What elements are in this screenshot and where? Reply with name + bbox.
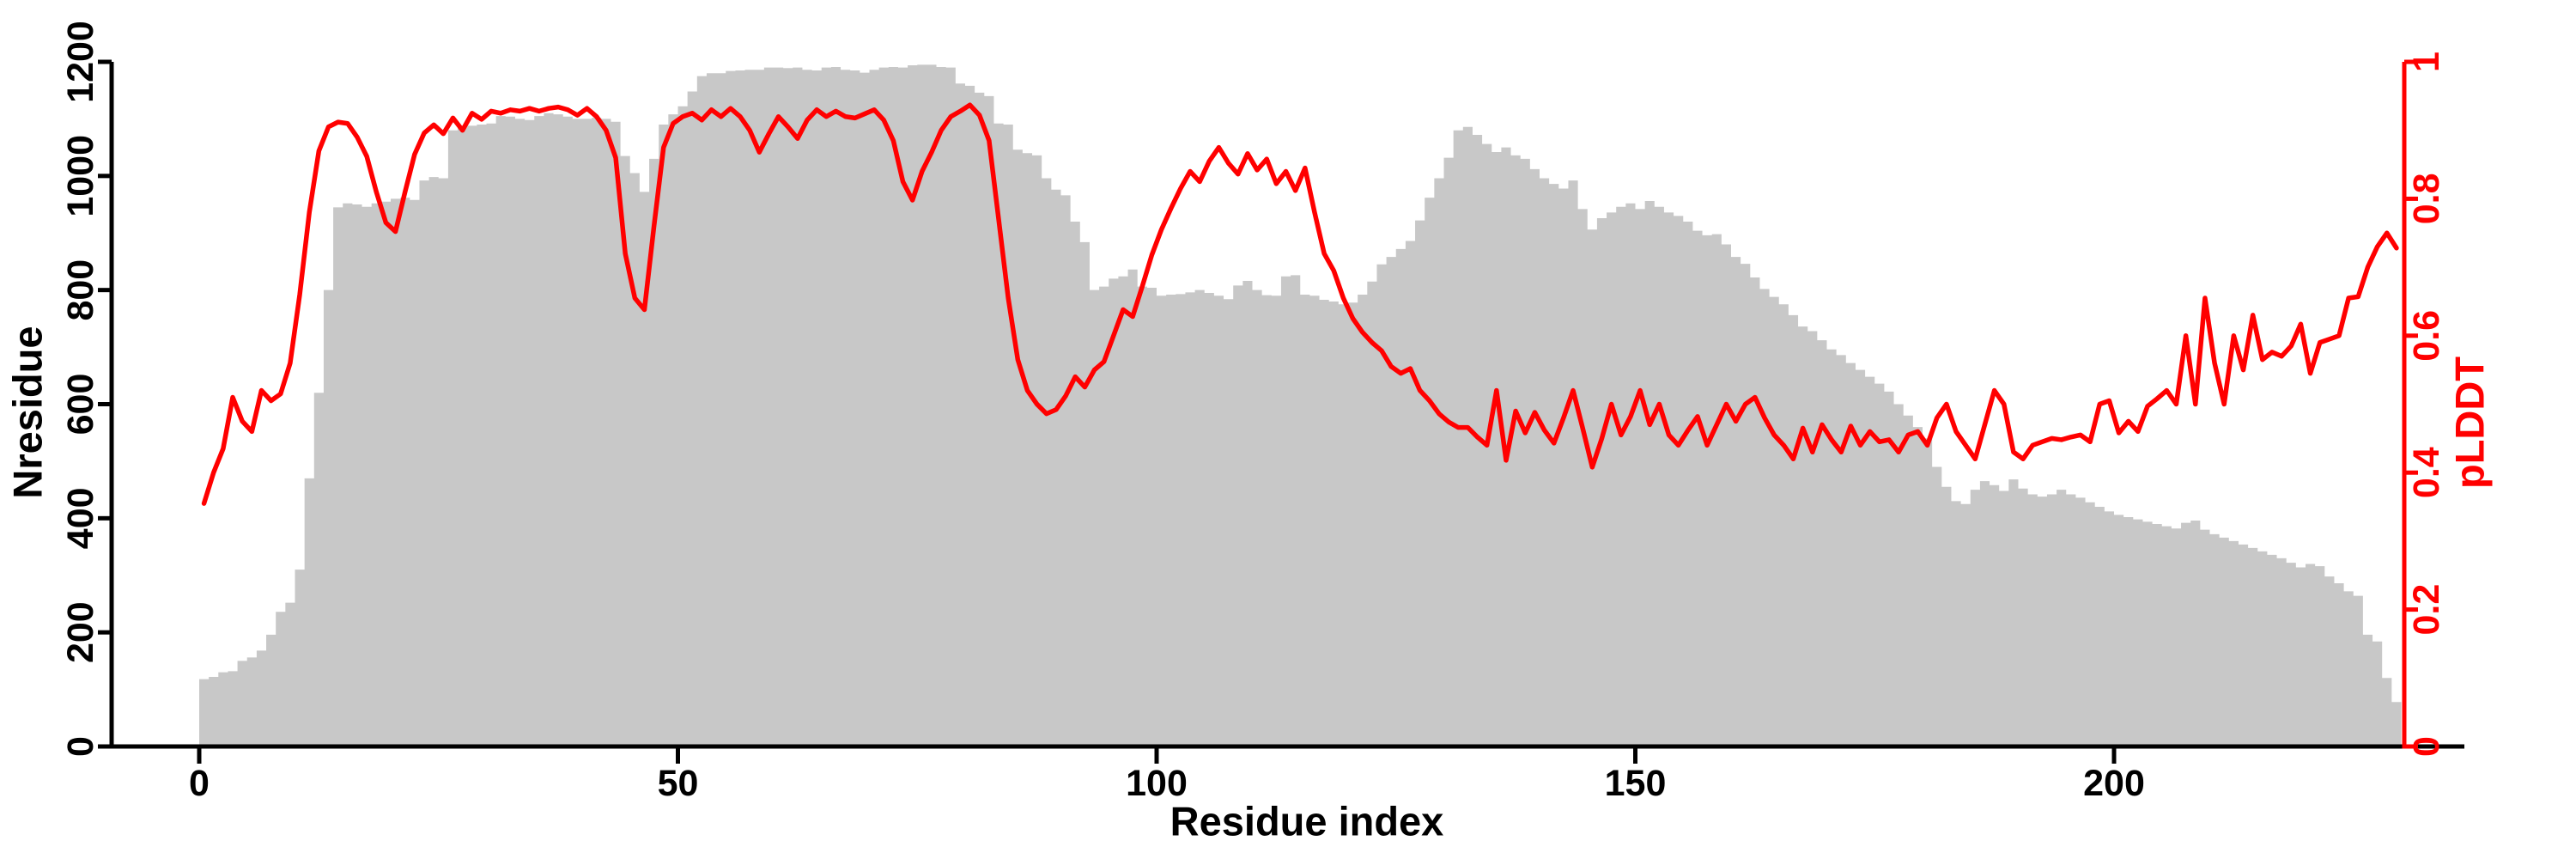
axes: 0 200 400 600 800 1000 1200 0 50 100 150 200 0 0.2 0.4…	[60, 21, 2464, 804]
x-axis-tick-label: 0	[189, 763, 210, 804]
right-axis-tick-label: 1	[2406, 52, 2447, 72]
right-axis-tick-label: 0.8	[2406, 174, 2447, 225]
left-axis-tick-label: 200	[60, 601, 101, 663]
left-axis: 0 200 400 600 800 1000 1200	[60, 21, 114, 757]
left-axis-tick-label: 800	[60, 259, 101, 321]
nresidue-bars-series	[199, 64, 2402, 746]
left-axis-tick-label: 1000	[60, 135, 101, 217]
left-axis-tick-label: 0	[60, 736, 101, 757]
x-axis-tick-label: 150	[1605, 763, 1667, 804]
x-axis-tick-label: 50	[658, 763, 699, 804]
x-axis: 0 50 100 150 200	[110, 744, 2464, 804]
right-axis-tick-label: 0.4	[2406, 447, 2447, 498]
x-axis-tick-label: 100	[1126, 763, 1188, 804]
right-axis-title: pLDDT	[2447, 356, 2493, 489]
right-axis: 0 0.2 0.4 0.6 0.8 1	[2402, 52, 2447, 757]
plddt-line-series	[201, 102, 2399, 506]
right-axis-tick-label: 0	[2406, 736, 2447, 757]
x-axis-tick-label: 200	[2083, 763, 2145, 804]
x-axis-title: Residue index	[1170, 799, 1444, 844]
left-axis-title: Nresidue	[5, 326, 51, 498]
right-axis-tick-label: 0.6	[2406, 310, 2447, 362]
left-axis-tick-label: 1200	[60, 21, 101, 103]
right-axis-tick-label: 0.2	[2406, 584, 2447, 636]
left-axis-tick-label: 600	[60, 374, 101, 436]
left-axis-tick-label: 400	[60, 487, 101, 549]
